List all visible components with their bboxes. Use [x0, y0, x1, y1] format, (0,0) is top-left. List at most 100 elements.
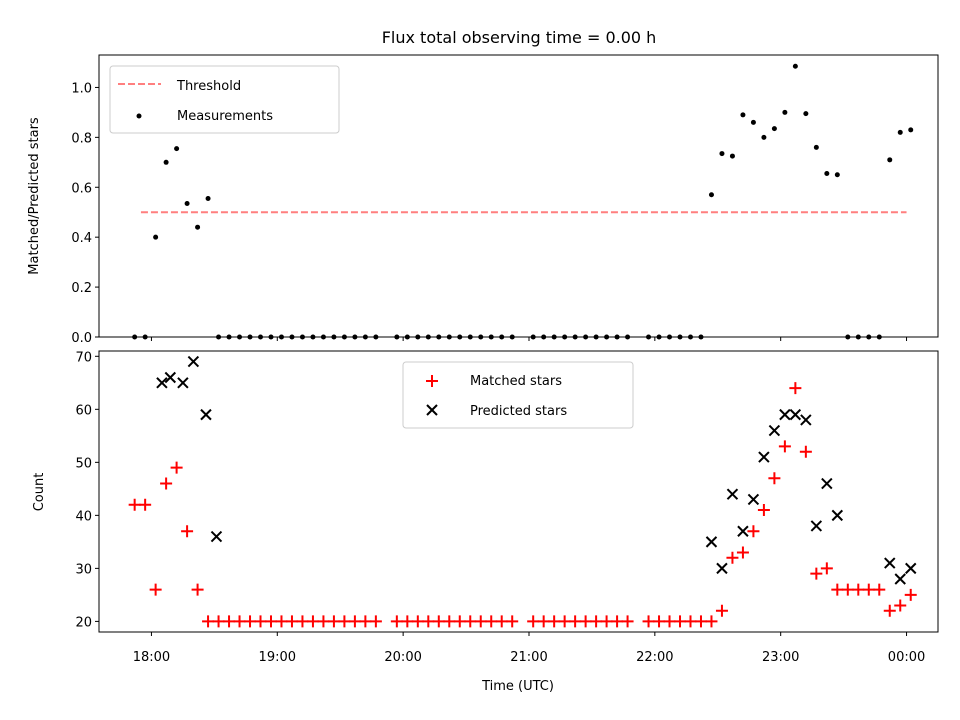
- matched-star-marker: [264, 615, 277, 628]
- matched-star-marker: [736, 546, 749, 559]
- count-y-tick-label: 50: [75, 456, 92, 471]
- matched-star-marker: [862, 583, 875, 596]
- matched-star-marker: [474, 615, 487, 628]
- matched-star-marker: [139, 498, 152, 511]
- count-y-tick-label: 60: [75, 403, 92, 418]
- matched-star-marker: [569, 615, 582, 628]
- matched-star-marker: [747, 525, 760, 538]
- measurement-point: [708, 192, 714, 198]
- ratio-legend: Threshold Measurements: [109, 65, 340, 134]
- measurement-point: [719, 151, 725, 157]
- matched-star-marker: [653, 615, 666, 628]
- count-y-tick-label: 20: [75, 615, 92, 630]
- matched-star-marker: [894, 599, 907, 612]
- ratio-y-tick-label: 0.0: [71, 331, 92, 346]
- matched-star-marker: [411, 615, 424, 628]
- ratio-legend-box: [109, 65, 340, 134]
- matched-star-marker: [694, 615, 707, 628]
- matched-star-marker: [663, 615, 676, 628]
- matched-star-marker: [275, 615, 288, 628]
- matched-star-marker: [904, 588, 917, 601]
- matched-star-marker: [621, 615, 634, 628]
- predicted-star-marker: [164, 371, 177, 384]
- matched-star-marker: [443, 615, 456, 628]
- matched-star-marker: [705, 615, 718, 628]
- predicted-star-marker: [821, 477, 833, 490]
- measurement-point: [153, 234, 159, 240]
- matched-star-marker: [548, 615, 561, 628]
- matched-star-marker: [170, 461, 183, 474]
- matched-star-marker: [600, 615, 613, 628]
- predicted-star-marker: [810, 520, 823, 532]
- predicted-star-marker: [894, 573, 906, 585]
- matched-star-marker: [338, 615, 351, 628]
- predicted-star-marker: [768, 424, 781, 437]
- matched-star-marker: [464, 615, 477, 628]
- measurement-point: [824, 171, 830, 177]
- matched-star-marker: [789, 382, 802, 395]
- matched-stars-layer: [128, 382, 917, 628]
- measurement-point: [813, 144, 819, 150]
- matched-star-marker: [212, 615, 225, 628]
- matched-star-marker: [558, 615, 571, 628]
- matched-star-marker: [611, 615, 624, 628]
- matched-star-marker: [684, 615, 697, 628]
- matched-star-marker: [841, 583, 854, 596]
- legend-measurements-label: Measurements: [177, 109, 273, 124]
- matched-star-marker: [327, 615, 340, 628]
- matched-star-marker: [128, 498, 141, 511]
- predicted-star-marker: [758, 451, 770, 463]
- matched-star-marker: [537, 615, 550, 628]
- matched-star-marker: [306, 615, 319, 628]
- predicted-star-marker: [905, 562, 917, 575]
- predicted-star-marker: [200, 408, 212, 421]
- matched-star-marker: [820, 562, 833, 575]
- predicted-star-marker: [726, 488, 739, 500]
- matched-star-marker: [726, 551, 739, 564]
- x-tick-label: 23:00: [762, 650, 799, 665]
- measurement-point: [205, 195, 211, 201]
- legend-threshold-label: Threshold: [176, 79, 241, 94]
- matched-star-marker: [369, 615, 382, 628]
- x-tick-label: 22:00: [636, 650, 673, 665]
- matched-star-marker: [422, 615, 435, 628]
- matched-star-marker: [202, 615, 215, 628]
- count-y-axis-label: Count: [32, 473, 47, 512]
- matched-star-marker: [768, 472, 781, 485]
- matched-star-marker: [873, 583, 886, 596]
- matched-star-marker: [453, 615, 466, 628]
- matched-star-marker: [674, 615, 687, 628]
- count-legend: Matched stars Predicted stars: [402, 361, 634, 429]
- x-tick-label: 20:00: [384, 650, 421, 665]
- matched-star-marker: [149, 583, 162, 596]
- measurement-point: [908, 127, 914, 133]
- matched-star-marker: [317, 615, 330, 628]
- ratio-panel: 0.0 0.2 0.4 0.6 0.8 1.0 Matched/Predicted sta…: [27, 54, 939, 346]
- matched-star-marker: [359, 615, 372, 628]
- ratio-y-axis-label: Matched/Predicted stars: [27, 117, 42, 275]
- x-tick-label: 19:00: [259, 650, 296, 665]
- legend-matched-swatch: [426, 375, 438, 387]
- predicted-star-marker: [779, 408, 791, 421]
- measurement-point: [803, 111, 809, 117]
- predicted-star-marker: [831, 509, 844, 522]
- matched-star-marker: [390, 615, 403, 628]
- predicted-star-marker: [716, 562, 728, 575]
- count-y-tick-label: 30: [75, 562, 92, 577]
- measurement-point: [740, 112, 746, 118]
- measurement-point: [834, 172, 840, 178]
- ratio-x-ticks: [150, 337, 908, 341]
- measurement-point: [750, 119, 756, 125]
- matched-star-marker: [778, 440, 791, 453]
- matched-star-marker: [831, 583, 844, 596]
- matched-star-marker: [642, 615, 655, 628]
- legend-measurements-swatch: [136, 113, 142, 119]
- matched-star-marker: [233, 615, 246, 628]
- matched-star-marker: [715, 604, 728, 617]
- predicted-star-marker: [705, 536, 718, 548]
- predicted-star-marker: [800, 414, 812, 426]
- matched-star-marker: [223, 615, 236, 628]
- ratio-y-axis: 0.0 0.2 0.4 0.6 0.8 1.0: [71, 81, 99, 346]
- ratio-y-tick-label: 0.4: [71, 231, 92, 246]
